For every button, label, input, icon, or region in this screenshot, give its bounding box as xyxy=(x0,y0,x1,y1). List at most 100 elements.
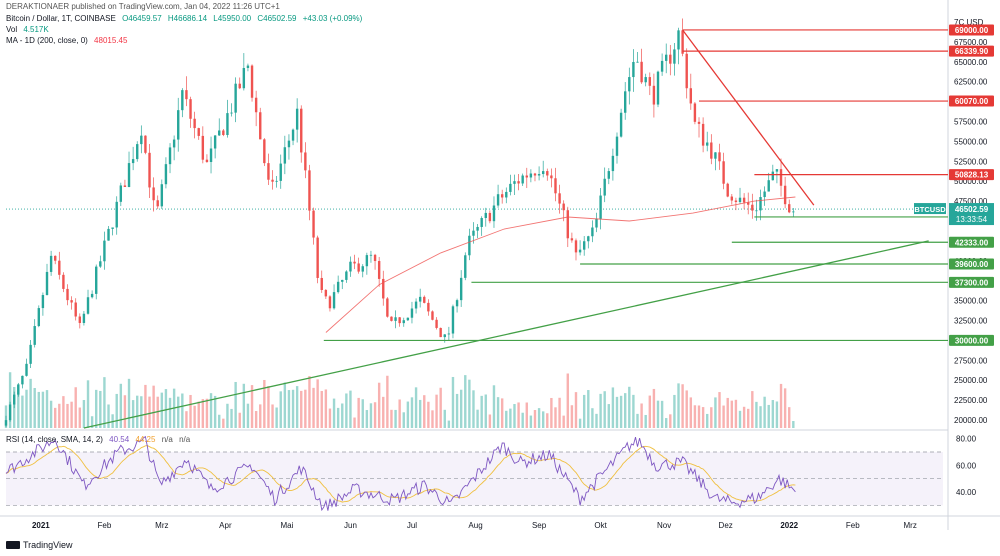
tradingview-brand[interactable]: TradingView xyxy=(6,540,73,550)
candle-body xyxy=(41,295,45,309)
candle-body xyxy=(755,210,758,212)
volume-bar xyxy=(353,417,356,428)
candle-body xyxy=(54,255,57,261)
volume-bar xyxy=(476,409,479,428)
candle-body xyxy=(640,61,643,83)
volume-bar xyxy=(423,395,426,428)
support-level-badge xyxy=(949,236,994,248)
candle-body xyxy=(783,185,787,205)
candle-body xyxy=(33,326,36,345)
volume-bar xyxy=(263,379,266,428)
volume-bar xyxy=(369,403,373,428)
volume-bar xyxy=(103,377,106,428)
time-tick-label: Nov xyxy=(657,521,671,530)
time-tick-label: 2021 xyxy=(32,521,50,530)
candle-body xyxy=(722,161,725,184)
volume-bar xyxy=(558,397,561,428)
candle-body xyxy=(328,296,332,309)
candle-body xyxy=(455,300,459,307)
price-tick-label: 55000.00 xyxy=(954,137,988,146)
candle-body xyxy=(443,334,446,338)
candle-body xyxy=(218,130,221,136)
volume-bar xyxy=(660,400,664,428)
volume-bar xyxy=(373,402,377,428)
volume-bar xyxy=(144,384,147,428)
candle-body xyxy=(496,194,500,206)
candle-body xyxy=(710,142,713,159)
vol-label: Vol xyxy=(6,25,18,34)
candle-body xyxy=(95,266,98,294)
candle-body xyxy=(291,129,295,141)
candle-body xyxy=(193,118,196,129)
candle-body xyxy=(226,113,229,136)
resistance-level-label: 66339.90 xyxy=(955,47,989,56)
candle-body xyxy=(177,110,180,140)
candle-body xyxy=(550,175,553,179)
candle-body xyxy=(759,197,762,211)
volume-bar xyxy=(480,395,483,428)
volume-bar xyxy=(267,386,270,428)
volume-bar xyxy=(242,383,246,428)
candle-body xyxy=(431,311,434,320)
candle-body xyxy=(607,171,610,179)
candle-body xyxy=(160,184,164,207)
volume-bar xyxy=(295,386,299,428)
candle-body xyxy=(140,135,143,145)
volume-bar xyxy=(74,387,77,428)
countdown-label: 13:33:54 xyxy=(956,215,988,224)
candle-body xyxy=(119,185,123,202)
candle-body xyxy=(357,263,360,272)
candle-body xyxy=(541,171,545,175)
volume-bar xyxy=(418,399,422,428)
price-tick-label: 67500.00 xyxy=(954,38,988,47)
volume-bar xyxy=(599,393,602,428)
volume-bar xyxy=(607,404,610,428)
candle-body xyxy=(468,235,471,256)
support-level-label: 37300.00 xyxy=(955,278,989,287)
candle-body xyxy=(718,152,721,162)
candle-body xyxy=(70,300,73,303)
candle-body xyxy=(693,103,697,122)
volume-bar xyxy=(246,403,250,428)
volume-bar xyxy=(29,378,32,428)
volume-bar xyxy=(767,404,770,428)
volume-bar xyxy=(455,393,459,428)
candle-body xyxy=(513,181,516,184)
volume-bar xyxy=(611,387,615,428)
candle-body xyxy=(751,204,754,211)
candle-body xyxy=(66,288,69,301)
candle-body xyxy=(677,30,680,50)
volume-bar xyxy=(669,414,672,428)
volume-bar xyxy=(546,413,549,428)
volume-bar xyxy=(640,403,643,428)
volume-bar xyxy=(771,400,775,428)
support-level-badge xyxy=(949,276,994,288)
volume-bar xyxy=(95,389,98,428)
volume-bar xyxy=(300,390,303,428)
candle-body xyxy=(476,226,479,231)
candle-body xyxy=(332,292,336,309)
candle-body xyxy=(681,30,684,54)
candle-body xyxy=(234,83,237,113)
volume-bar xyxy=(763,396,766,428)
volume-bar xyxy=(275,407,278,428)
volume-bar xyxy=(714,397,717,428)
candle-body xyxy=(111,227,114,229)
ma-value: 48015.45 xyxy=(94,36,128,45)
candle-body xyxy=(402,320,405,324)
change-value: +43.03 (+0.09%) xyxy=(302,14,363,23)
candle-body xyxy=(353,261,356,264)
resistance-level-badge xyxy=(949,95,994,107)
support-level-label: 39600.00 xyxy=(955,260,989,269)
candle-body xyxy=(197,128,200,136)
volume-bar xyxy=(197,401,200,428)
volume-bar xyxy=(271,404,274,428)
volume-bar xyxy=(382,396,385,428)
volume-bar xyxy=(578,418,582,428)
candle-body xyxy=(554,178,557,194)
volume-bar xyxy=(70,401,73,428)
volume-bar xyxy=(177,396,180,428)
volume-bar xyxy=(718,392,721,428)
rsi-legend: RSI (14, close, SMA, 14, 2) 40.54 44.25 … xyxy=(6,435,194,445)
